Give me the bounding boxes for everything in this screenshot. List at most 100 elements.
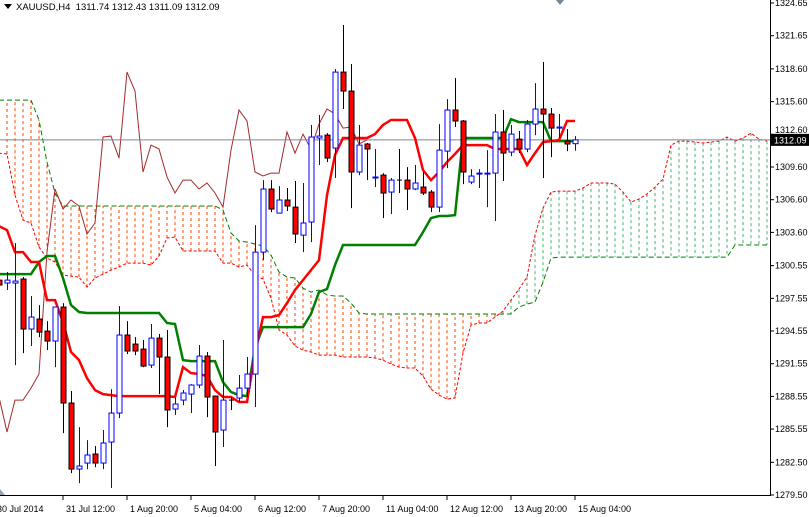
candle-body bbox=[484, 172, 491, 175]
chikou-span-line bbox=[0, 71, 368, 433]
candle-body bbox=[508, 133, 515, 153]
candle-body bbox=[388, 179, 395, 193]
candle bbox=[364, 143, 371, 181]
candle bbox=[140, 340, 147, 368]
candle bbox=[332, 69, 339, 179]
candle-body bbox=[148, 337, 155, 366]
candle bbox=[204, 352, 211, 418]
candle-body bbox=[404, 179, 411, 190]
candle bbox=[260, 180, 267, 261]
candle-body bbox=[36, 318, 43, 333]
candle bbox=[220, 340, 227, 448]
candle-body bbox=[340, 71, 347, 92]
candle-body bbox=[84, 454, 91, 464]
price-tick-label: 1315.60 bbox=[775, 97, 808, 107]
candle bbox=[20, 277, 27, 354]
candle bbox=[540, 62, 547, 179]
price-tick-label: 1309.60 bbox=[775, 162, 808, 172]
candle-body bbox=[300, 222, 307, 236]
candle bbox=[84, 440, 91, 470]
candle-body bbox=[156, 337, 163, 358]
candle-body bbox=[564, 140, 571, 145]
candle-body bbox=[204, 355, 211, 398]
price-tick-label: 1321.65 bbox=[775, 31, 808, 41]
senkou-span-b-line bbox=[0, 99, 767, 315]
candle bbox=[316, 115, 323, 166]
corner-marker-icon bbox=[0, 489, 5, 495]
candle-body bbox=[0, 279, 3, 286]
candle-body bbox=[372, 176, 379, 179]
candle-body bbox=[452, 109, 459, 122]
candle-body bbox=[20, 278, 27, 330]
time-tick-label: 6 Aug 12:00 bbox=[258, 504, 306, 514]
candle bbox=[68, 391, 75, 474]
candle-body bbox=[100, 442, 107, 464]
candle bbox=[556, 114, 563, 139]
candle-body bbox=[420, 186, 427, 194]
candle bbox=[348, 64, 355, 209]
price-tick-label: 1288.55 bbox=[775, 391, 808, 401]
candle-body bbox=[164, 356, 171, 411]
time-tick-label: 15 Aug 04:00 bbox=[578, 504, 631, 514]
candle-body bbox=[60, 306, 67, 404]
candle bbox=[276, 186, 283, 214]
candle bbox=[124, 321, 131, 355]
candle bbox=[532, 83, 539, 136]
kijun-sen-line bbox=[0, 117, 575, 398]
candle-body bbox=[212, 395, 219, 433]
time-tick-label: 12 Aug 12:00 bbox=[450, 504, 503, 514]
candle-body bbox=[28, 316, 35, 330]
candle-body bbox=[236, 387, 243, 399]
candle-body bbox=[468, 175, 475, 183]
candle-body bbox=[444, 109, 451, 152]
candle bbox=[4, 272, 11, 291]
triangle-down-icon[interactable] bbox=[4, 4, 12, 9]
candle bbox=[428, 190, 435, 213]
candle-body bbox=[348, 90, 355, 173]
candle bbox=[476, 169, 483, 189]
candle-body bbox=[500, 131, 507, 154]
time-tick-label: 11 Aug 04:00 bbox=[386, 504, 438, 514]
candle bbox=[356, 125, 363, 176]
price-tick-label: 1300.55 bbox=[775, 261, 808, 271]
candle-body bbox=[524, 123, 531, 150]
candle bbox=[229, 397, 234, 411]
candle bbox=[196, 345, 203, 389]
candle-body bbox=[412, 182, 419, 190]
current-price-box bbox=[771, 133, 809, 146]
price-tick-label: 1297.55 bbox=[775, 293, 808, 303]
candle-body bbox=[12, 280, 19, 284]
candle bbox=[52, 306, 59, 368]
candle-body bbox=[260, 188, 267, 253]
candle bbox=[420, 172, 427, 196]
candle bbox=[148, 324, 155, 369]
time-tick-label: 30 Jul 2014 bbox=[0, 504, 44, 514]
candle bbox=[76, 427, 83, 484]
candle-body bbox=[268, 188, 275, 210]
candle bbox=[444, 99, 451, 169]
chart-title: XAUUSD,H4 1311.74 1312.43 1311.09 1312.0… bbox=[4, 2, 220, 13]
candle bbox=[0, 279, 3, 286]
candle bbox=[180, 390, 187, 406]
candle-body bbox=[556, 126, 563, 129]
candle-body bbox=[572, 139, 579, 145]
candle bbox=[268, 180, 275, 213]
candle bbox=[172, 398, 179, 416]
candle bbox=[284, 188, 291, 212]
candle-body bbox=[180, 392, 187, 401]
candle bbox=[212, 395, 219, 467]
candle bbox=[372, 149, 379, 188]
senkou-span-a-line bbox=[0, 132, 768, 400]
candle bbox=[397, 149, 402, 194]
time-tick-label: 13 Aug 20:00 bbox=[514, 504, 567, 514]
price-tick-label: 1282.50 bbox=[775, 457, 808, 467]
price-tick-label: 1312.60 bbox=[775, 125, 808, 135]
candle bbox=[292, 181, 299, 244]
candle-body bbox=[284, 199, 291, 207]
candle bbox=[500, 110, 507, 182]
candle bbox=[436, 124, 443, 213]
candle bbox=[412, 165, 419, 191]
candle bbox=[524, 120, 531, 153]
